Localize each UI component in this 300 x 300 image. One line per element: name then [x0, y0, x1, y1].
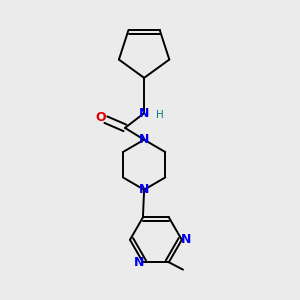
- Text: H: H: [155, 110, 163, 120]
- Text: N: N: [139, 183, 149, 196]
- Text: N: N: [180, 233, 191, 246]
- Text: N: N: [139, 133, 149, 146]
- Text: N: N: [139, 107, 149, 120]
- Text: O: O: [95, 111, 106, 124]
- Text: N: N: [134, 256, 144, 269]
